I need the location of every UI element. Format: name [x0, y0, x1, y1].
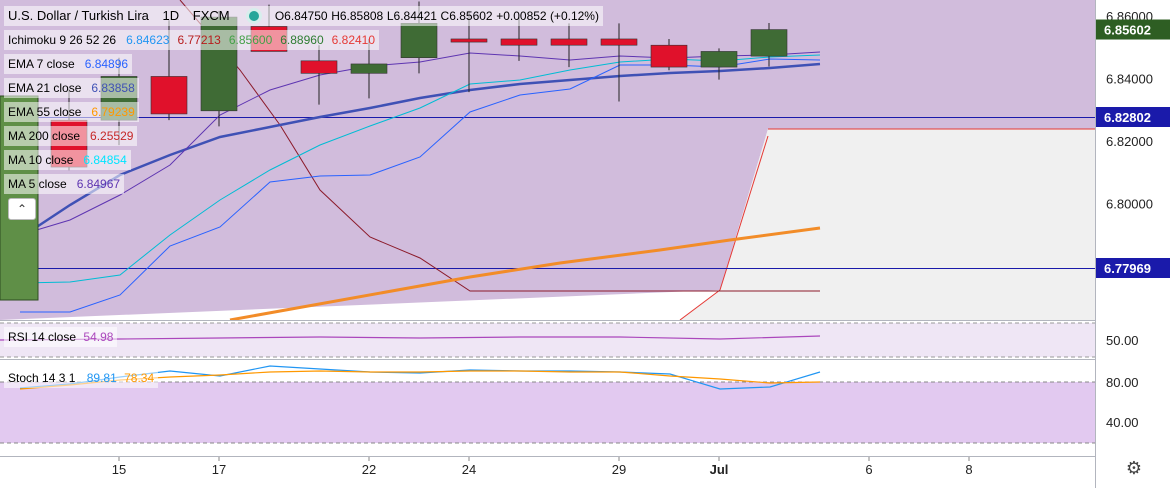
y-tick-3: 6.80000 [1106, 197, 1153, 212]
stoch-tick-80: 80.00 [1106, 375, 1139, 390]
rsi-label: RSI 14 close [8, 330, 77, 344]
candle-body-6 [300, 60, 338, 74]
exchange: FXCM [192, 8, 230, 23]
rsi-tick-50: 50.00 [1106, 333, 1139, 348]
candle-body-13 [650, 44, 688, 68]
hline-badge-1: 6.82802 [1104, 110, 1151, 125]
chikou-line [179, 0, 820, 292]
y-tick-1: 6.84000 [1106, 72, 1153, 87]
ohlc-open: O6.84750 [274, 9, 328, 23]
kumo-gap [680, 129, 1095, 320]
collapse-legend-button[interactable]: ⌃ [8, 198, 36, 220]
legend-label-1: EMA 7 close [8, 57, 75, 71]
legend-value-0-0: 6.84623 [126, 33, 170, 47]
rsi-pane [0, 335, 821, 341]
ema55-line [229, 226, 821, 320]
price-axis-bg [1096, 0, 1170, 488]
legend-value-6-0: 6.84967 [76, 177, 121, 191]
kumo-bull [0, 0, 1095, 320]
ohlc-low: L6.84421 [386, 9, 437, 23]
stoch-tick-40: 40.00 [1106, 415, 1139, 430]
legend-label-6: MA 5 close [8, 177, 67, 191]
senkou-a-lower [679, 289, 721, 320]
candle-body-7 [350, 63, 388, 74]
oscillator-axes: 50.00 80.00 40.00 [1106, 333, 1139, 430]
legend-value-3-0: 6.79239 [91, 105, 135, 119]
symbol-title[interactable]: U.S. Dollar / Turkish Lira [8, 8, 149, 23]
legend-row-3[interactable]: EMA 55 close 6.79239 [4, 102, 139, 122]
x-tick-4: 29 [612, 462, 626, 477]
stoch-d-value: 78.34 [124, 371, 155, 385]
stoch-k-value: 89.81 [86, 371, 117, 385]
rsi-band [0, 323, 1095, 357]
x-tick-0: 15 [112, 462, 126, 477]
candle-body-12 [600, 38, 638, 46]
legend-label-0: Ichimoku 9 26 52 26 [8, 33, 117, 47]
hline-badge-2: 6.77969 [1104, 261, 1151, 276]
x-tick-2: 22 [362, 462, 376, 477]
ema21-line [19, 62, 821, 240]
ichimoku-cloud [0, 0, 1095, 320]
price-axis[interactable]: 6.840006.820006.800006.860006.856026.828… [1096, 0, 1170, 488]
legend-value-0-4: 6.82410 [331, 33, 376, 47]
legend-label-3: EMA 55 close [8, 105, 82, 119]
candle-body-11 [550, 38, 588, 46]
stoch-band [0, 382, 1095, 443]
settings-gear-icon[interactable]: ⚙ [1125, 458, 1143, 478]
legend-value-0-3: 6.88960 [280, 33, 324, 47]
x-tick-5: Jul [710, 462, 729, 477]
legend-value-2-0: 6.83858 [91, 81, 135, 95]
legend-value-0-1: 6.77213 [177, 33, 221, 47]
ohlc-high: H6.85808 [331, 9, 384, 23]
candle-body-9 [450, 38, 488, 43]
candle-body-15 [750, 29, 788, 57]
legend-row-2[interactable]: EMA 21 close 6.83858 [4, 78, 139, 98]
legend-row-5[interactable]: MA 10 close 6.84854 [4, 150, 131, 170]
legend-value-1-0: 6.84896 [84, 57, 129, 71]
legend-label-2: EMA 21 close [8, 81, 82, 95]
symbol-header: U.S. Dollar / Turkish Lira 1D FXCM O6.84… [4, 6, 603, 26]
stoch-legend[interactable]: Stoch 14 3 1 89.81 78.34 [4, 368, 159, 388]
x-tick-7: 8 [965, 462, 972, 477]
y-tick-2: 6.82000 [1106, 134, 1153, 149]
legend-row-6[interactable]: MA 5 close 6.84967 [4, 174, 125, 194]
hline-badge-2-bg [1096, 258, 1170, 278]
legend-value-0-2: 6.85600 [228, 33, 273, 47]
time-axis-bg [0, 457, 1095, 488]
legend-value-4-0: 6.25529 [90, 129, 134, 143]
candle-body-10 [500, 38, 538, 46]
legend-row-1[interactable]: EMA 7 close 6.84896 [4, 54, 133, 74]
stoch-label: Stoch 14 3 1 [8, 371, 76, 385]
legend-value-5-0: 6.84854 [83, 153, 127, 167]
time-axis[interactable]: 15 17 22 24 29 Jul 6 8 [0, 457, 1095, 488]
rsi-value: 54.98 [83, 330, 114, 344]
candle-body-3 [150, 76, 188, 115]
x-tick-3: 24 [462, 462, 476, 477]
interval[interactable]: 1D [162, 8, 180, 23]
horizontal-lines [0, 117, 1095, 269]
market-status-icon[interactable] [249, 11, 260, 21]
candle-body-8 [400, 23, 438, 58]
legend-row-0[interactable]: Ichimoku 9 26 52 26 6.84623 6.77213 6.85600… [4, 30, 380, 50]
x-tick-6: 6 [865, 462, 872, 477]
ohlc-change: +0.00852 (+0.12%) [496, 9, 599, 23]
hline-badge-1-bg [1096, 107, 1170, 127]
last-price-badge: 6.85602 [1104, 23, 1151, 38]
legend-label-4: MA 200 close [8, 129, 81, 143]
legend-row-4[interactable]: MA 200 close 6.25529 [4, 126, 138, 146]
x-tick-1: 17 [212, 462, 226, 477]
senkou-a-edge [719, 135, 769, 291]
last-price-badge-bg [1096, 19, 1170, 40]
candle-body-14 [700, 51, 738, 68]
legend-label-5: MA 10 close [8, 153, 74, 167]
ohlc-close: C6.85602 [440, 9, 493, 23]
rsi-legend[interactable]: RSI 14 close 54.98 [4, 327, 118, 347]
rsi-line [0, 335, 821, 341]
